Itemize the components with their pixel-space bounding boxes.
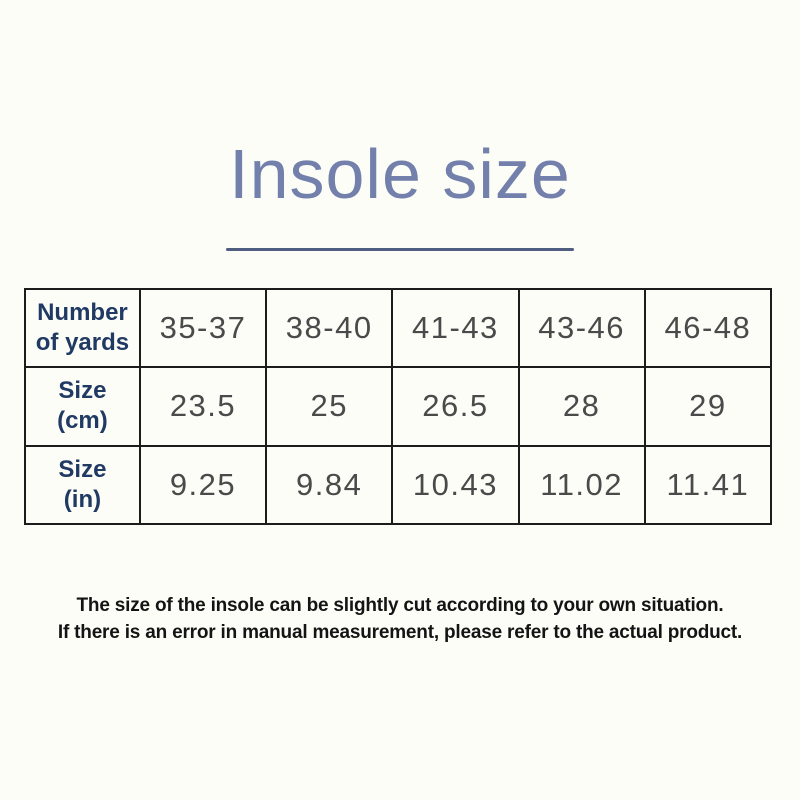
row-header-line: (cm) [57, 407, 108, 435]
size-cell: 25 [265, 366, 394, 447]
size-cell: 43-46 [517, 287, 646, 369]
disclaimer-line-2: If there is an error in manual measureme… [57, 622, 743, 643]
size-cell: 35-37 [138, 287, 268, 369]
size-cell: 10.43 [391, 444, 520, 526]
size-cell: 9.84 [265, 444, 394, 526]
row-header-line: Size [58, 455, 107, 483]
page-title: Insole size [229, 135, 571, 213]
size-cell: 11.41 [643, 444, 773, 526]
disclaimer-line-1: The size of the insole can be slightly c… [76, 595, 724, 616]
insole-size-table: Number of yards 35-37 38-40 41-43 43-46 … [24, 287, 773, 526]
row-header-size-cm: Size (cm) [24, 366, 141, 447]
size-cell: 23.5 [138, 366, 268, 447]
size-cell: 11.02 [517, 444, 646, 526]
size-cell: 26.5 [391, 366, 520, 447]
size-cell: 29 [643, 366, 773, 447]
row-header-number-of-yards: Number of yards [24, 287, 141, 369]
size-cell: 46-48 [643, 287, 773, 369]
row-header-size-in: Size (in) [24, 444, 141, 526]
table-row-size-in: Size (in) 9.25 9.84 10.43 11.02 11.41 [24, 444, 773, 526]
disclaimer-text: The size of the insole can be slightly c… [0, 592, 800, 646]
table-row-size-cm: Size (cm) 23.5 25 26.5 28 29 [24, 366, 773, 447]
size-cell: 28 [517, 366, 646, 447]
table-row-number-of-yards: Number of yards 35-37 38-40 41-43 43-46 … [24, 287, 773, 369]
size-cell: 38-40 [265, 287, 394, 369]
size-cell: 41-43 [391, 287, 520, 369]
title-divider [226, 248, 574, 251]
row-header-line: (in) [63, 485, 102, 513]
row-header-line: Number [37, 299, 128, 327]
row-header-line: of yards [35, 329, 130, 357]
size-cell: 9.25 [138, 444, 268, 526]
row-header-line: Size [58, 377, 107, 405]
